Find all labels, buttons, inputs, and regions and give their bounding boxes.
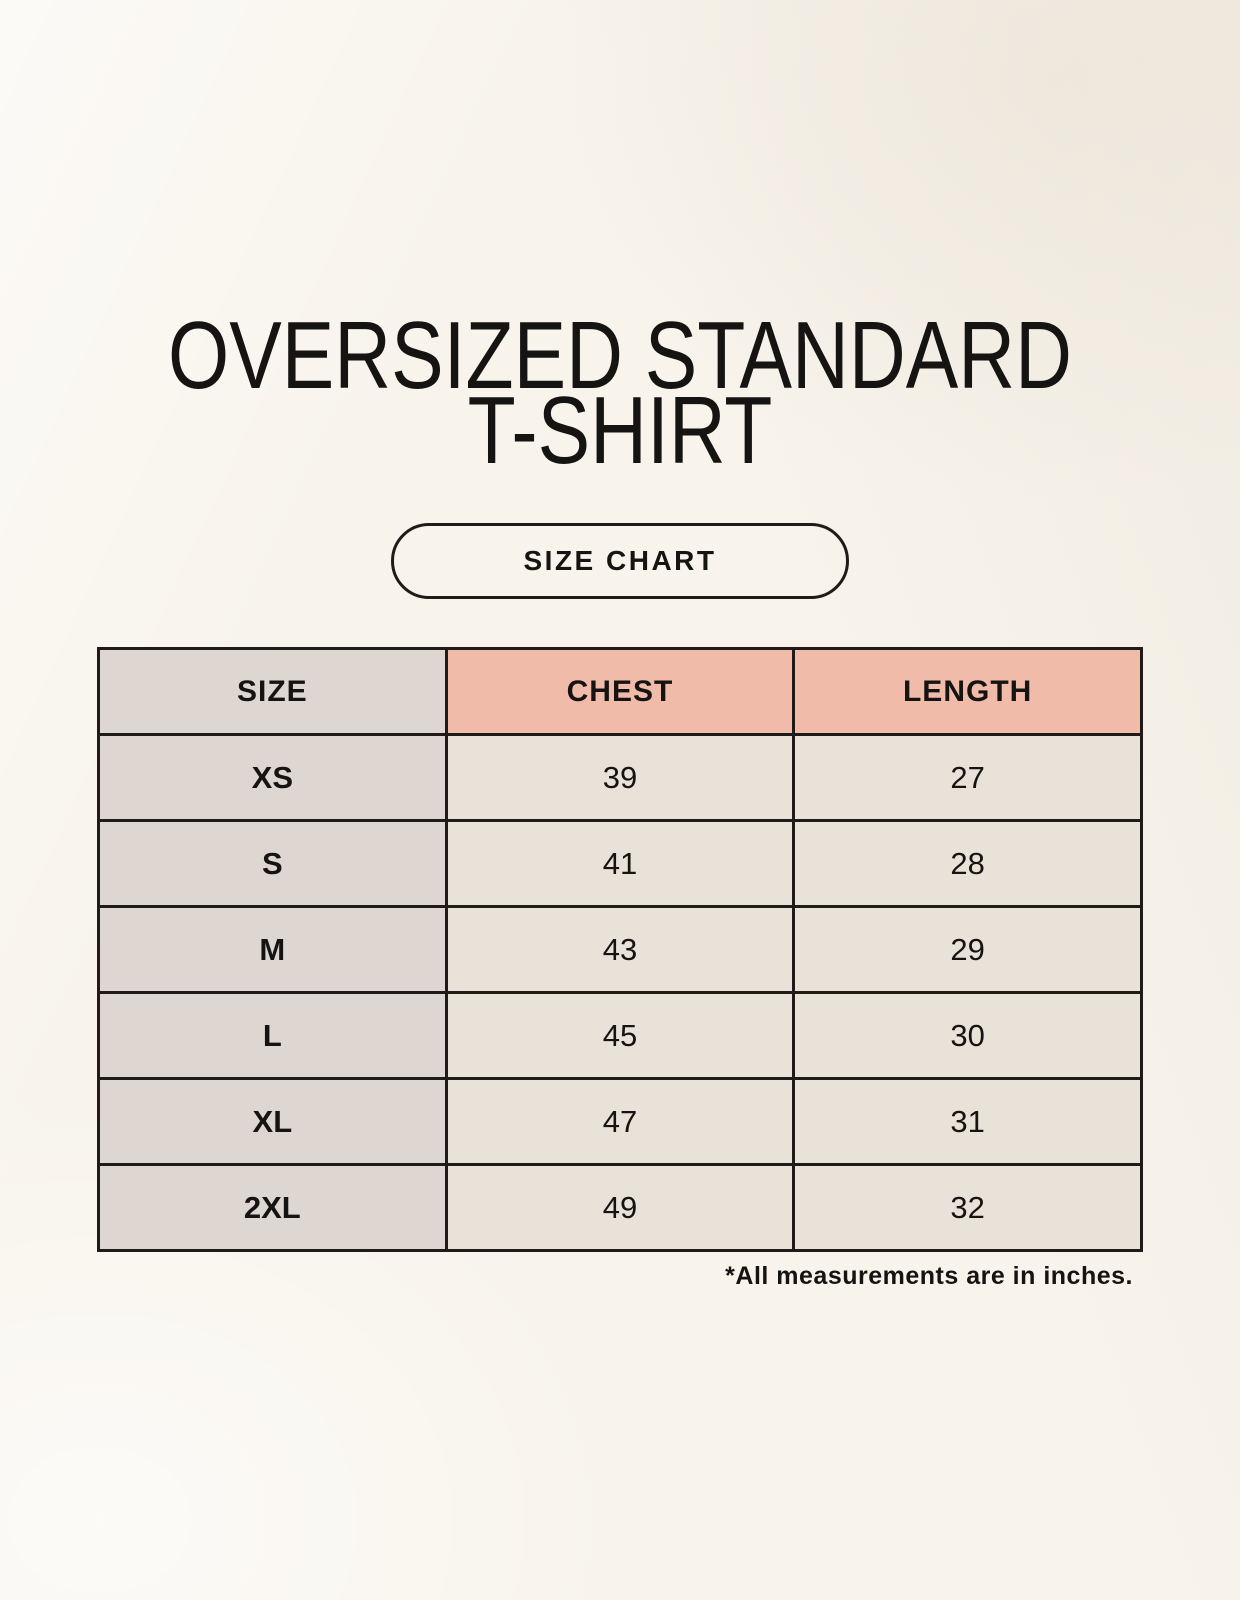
size-table-body: XS 39 27 S 41 28 M 43 29 L 45 30 XL 47 31 2XL 49 32 (97, 733, 1143, 1252)
size-table-row: 2XL 49 32 (97, 1163, 1143, 1252)
size-cell: S (97, 819, 448, 908)
chest-cell: 47 (444, 1077, 796, 1166)
chest-cell: 49 (444, 1163, 796, 1252)
size-cell: M (97, 905, 448, 994)
length-cell: 29 (792, 905, 1143, 994)
length-cell: 31 (792, 1077, 1143, 1166)
chest-cell: 45 (444, 991, 796, 1080)
size-chart-button[interactable]: SIZE CHART (391, 523, 849, 599)
column-header-chest: CHEST (444, 647, 796, 736)
size-table-row: L 45 30 (97, 991, 1143, 1080)
length-cell: 30 (792, 991, 1143, 1080)
page-title: OVERSIZED STANDARD T-SHIRT (112, 302, 1129, 484)
column-header-length: LENGTH (792, 647, 1143, 736)
size-table-row: XL 47 31 (97, 1077, 1143, 1166)
size-chart-badge-container: SIZE CHART (0, 523, 1240, 599)
size-cell: XL (97, 1077, 448, 1166)
length-cell: 27 (792, 733, 1143, 822)
size-table: SIZE CHEST LENGTH XS 39 27 S 41 28 M 43 29 L 45 30 X… (97, 647, 1143, 1252)
size-cell: XS (97, 733, 448, 822)
measurements-footnote: *All measurements are in inches. (725, 1262, 1133, 1290)
size-table-header-row: SIZE CHEST LENGTH (97, 647, 1143, 736)
length-cell: 32 (792, 1163, 1143, 1252)
size-cell: L (97, 991, 448, 1080)
size-table-row: S 41 28 (97, 819, 1143, 908)
column-header-size: SIZE (97, 647, 448, 736)
chest-cell: 43 (444, 905, 796, 994)
size-table-row: M 43 29 (97, 905, 1143, 994)
size-chart-button-label: SIZE CHART (523, 545, 717, 576)
page-title-line-1: OVERSIZED STANDARD (168, 302, 1072, 409)
size-cell: 2XL (97, 1163, 448, 1252)
chest-cell: 39 (444, 733, 796, 822)
length-cell: 28 (792, 819, 1143, 908)
page-title-line-2: T-SHIRT (467, 377, 773, 484)
size-table-row: XS 39 27 (97, 733, 1143, 822)
chest-cell: 41 (444, 819, 796, 908)
